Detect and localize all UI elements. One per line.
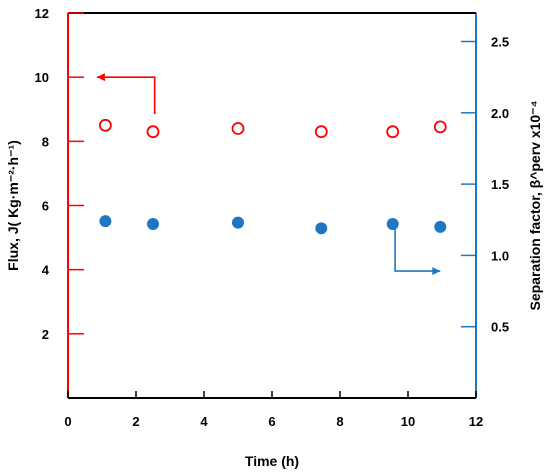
flux-point [99,118,112,132]
flux-point [231,122,245,135]
axes [67,12,477,399]
x-axis-title: Time (h) [245,453,299,469]
data-marks [99,118,447,235]
right-y-tick-label: 0.5 [491,320,509,335]
separation-factor-point [434,220,447,233]
left-y-axis-title: Flux, J( Kg·m⁻²·h⁻¹) [5,140,21,271]
flux-point [146,125,160,139]
x-tick-label: 10 [401,414,415,429]
left-y-tick-label: 12 [35,6,49,21]
left-y-tick-label: 10 [35,70,49,85]
annotation-arrow-right [394,228,441,272]
separation-factor-point [315,222,328,235]
flux-point [386,125,400,139]
annotation-arrowhead-right [432,267,441,276]
annotations [96,73,441,276]
separation-factor-point [232,216,244,229]
right-y-axis-title: Separation factor, β^perv x10⁻⁴ [527,100,543,310]
flux-point [433,120,447,134]
right-y-tick-label: 2.5 [491,35,509,50]
separation-factor-point [147,218,159,231]
x-tick-label: 8 [336,414,343,429]
left-y-tick-label: 2 [42,327,49,342]
left-y-tick-label: 6 [42,199,49,214]
separation-factor-point [99,215,112,228]
ticks: 0 2 4 6 8 10 12 2 4 6 8 10 12 0.5 1.0 1.5 2.0 2.5 [35,6,510,429]
x-tick-label: 4 [200,414,208,429]
left-y-tick-label: 4 [42,263,50,278]
annotation-arrow-left [96,76,156,115]
separation-factor-point [386,218,399,231]
x-tick-label: 0 [64,414,71,429]
left-y-tick-label: 8 [42,134,49,149]
annotation-arrowhead-left [96,73,105,82]
x-tick-label: 12 [469,414,483,429]
x-tick-label: 6 [268,414,275,429]
right-y-tick-label: 1.0 [491,248,509,263]
flux-point [314,125,328,139]
right-y-tick-label: 1.5 [491,177,509,192]
right-y-tick-label: 2.0 [491,106,509,121]
x-tick-label: 2 [132,414,139,429]
